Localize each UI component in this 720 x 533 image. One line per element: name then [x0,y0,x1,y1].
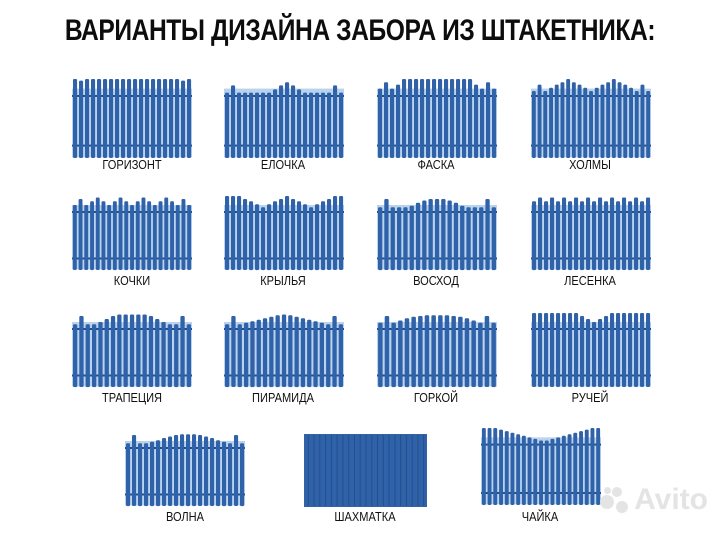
fence-design-0 [72,79,192,159]
fence-illustration-icon [304,434,427,507]
fence-design-14 [481,428,601,506]
page-title: ВАРИАНТЫ ДИЗАЙНА ЗАБОРА ИЗ ШТАКЕТНИКА: [64,14,656,47]
fence-illustration-icon [72,79,192,158]
design-label: ШАХМАТКА [334,509,396,524]
fence-illustration-icon [224,196,344,271]
avito-watermark: Avito [600,483,708,517]
avito-logo-icon [600,487,630,513]
fence-illustration-icon [125,434,245,507]
design-label: ХОЛМЫ [569,157,611,172]
fence-illustration-icon [377,315,497,388]
fence-design-4 [72,196,192,271]
fence-illustration-icon [224,314,344,388]
fence-design-7 [531,196,651,271]
fence-design-13 [302,432,429,509]
fence-illustration-icon [531,313,651,387]
fence-design-5 [224,196,344,271]
design-label: ЧАЙКА [521,509,559,524]
design-label: КОЧКИ [113,273,151,288]
fence-design-11 [531,313,651,388]
design-label: ВОСХОД [413,273,459,288]
fence-design-12 [125,432,245,507]
fence-design-2 [377,79,497,159]
design-label: ПИРАМИДА [252,390,314,405]
fence-design-10 [377,313,497,388]
fence-design-6 [377,196,497,271]
fence-illustration-icon [377,199,497,271]
fence-illustration-icon [224,82,344,158]
design-label: ФАСКА [417,157,455,172]
design-label: ВОЛНА [165,509,205,524]
fence-design-8 [72,313,192,388]
design-label: ГОРИЗОНТ [102,157,162,172]
fence-illustration-icon [531,197,651,271]
watermark-text: Avito [634,483,708,516]
fence-illustration-icon [377,79,497,158]
design-label: РУЧЕЙ [571,390,609,405]
design-label: ЛЕСЕНКА [564,273,616,288]
design-label: КРЫЛЬЯ [260,273,306,288]
fence-design-3 [531,79,651,159]
design-label: ЕЛОЧКА [260,157,306,172]
design-label: ГОРКОЙ [413,390,459,405]
design-label: ТРАПЕЦИЯ [101,390,163,405]
fence-design-9 [224,313,344,388]
fence-design-1 [224,79,344,159]
fence-illustration-icon [72,314,192,388]
fence-illustration-icon [72,197,192,271]
fence-illustration-icon [481,428,601,505]
fence-illustration-icon [531,79,651,158]
